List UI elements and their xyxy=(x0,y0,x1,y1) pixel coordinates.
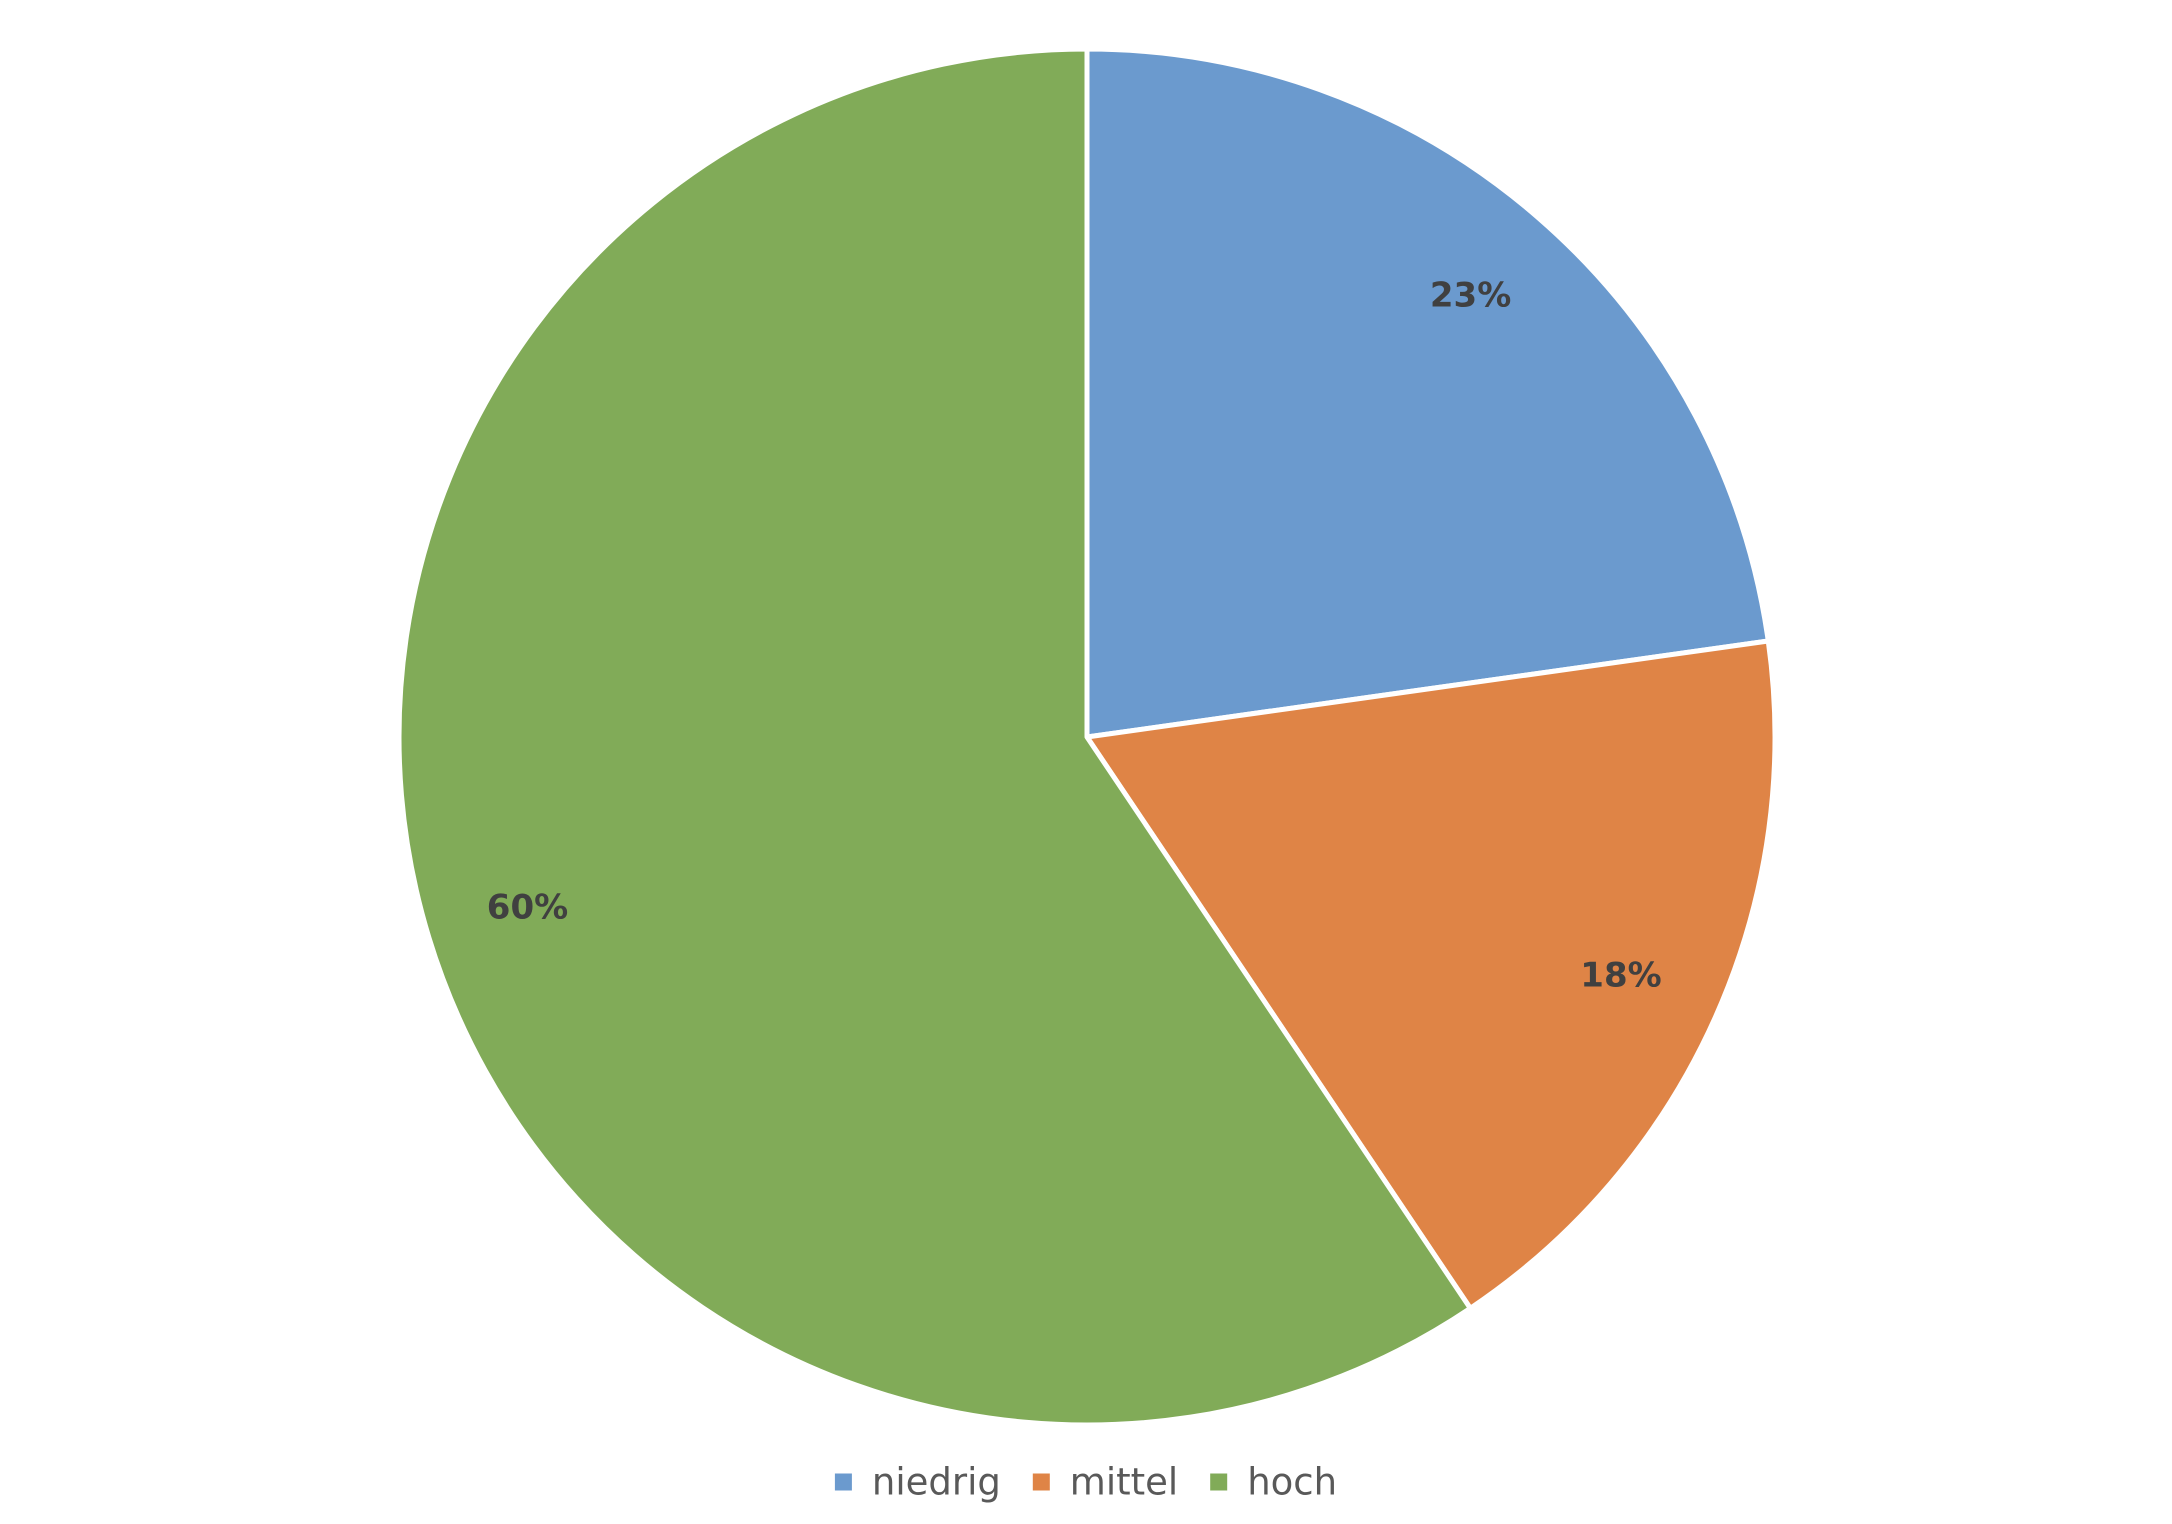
pie-slice-niedrig xyxy=(1084,46,1771,740)
legend-swatch-hoch xyxy=(1210,1473,1228,1491)
pie-data-labels: 23% 18% 60% xyxy=(487,276,1662,996)
legend-label-mittel: mittel xyxy=(1070,1461,1178,1504)
pie-slice-hoch xyxy=(396,46,1473,1428)
pie-slices xyxy=(396,46,1778,1428)
legend-label-niedrig: niedrig xyxy=(872,1461,1001,1504)
data-label-mittel: 18% xyxy=(1580,955,1661,995)
data-label-niedrig: 23% xyxy=(1430,276,1511,316)
legend-item-hoch: hoch xyxy=(1210,1461,1337,1504)
legend-swatch-niedrig xyxy=(834,1473,852,1491)
chart-legend: niedrig mittel hoch xyxy=(834,1461,1337,1504)
legend-item-niedrig: niedrig xyxy=(834,1461,1001,1504)
legend-label-hoch: hoch xyxy=(1247,1461,1337,1504)
pie-slice-mittel xyxy=(1084,638,1778,1311)
data-label-hoch: 60% xyxy=(487,887,568,927)
legend-swatch-mittel xyxy=(1032,1473,1050,1491)
legend-item-mittel: mittel xyxy=(1032,1461,1178,1504)
